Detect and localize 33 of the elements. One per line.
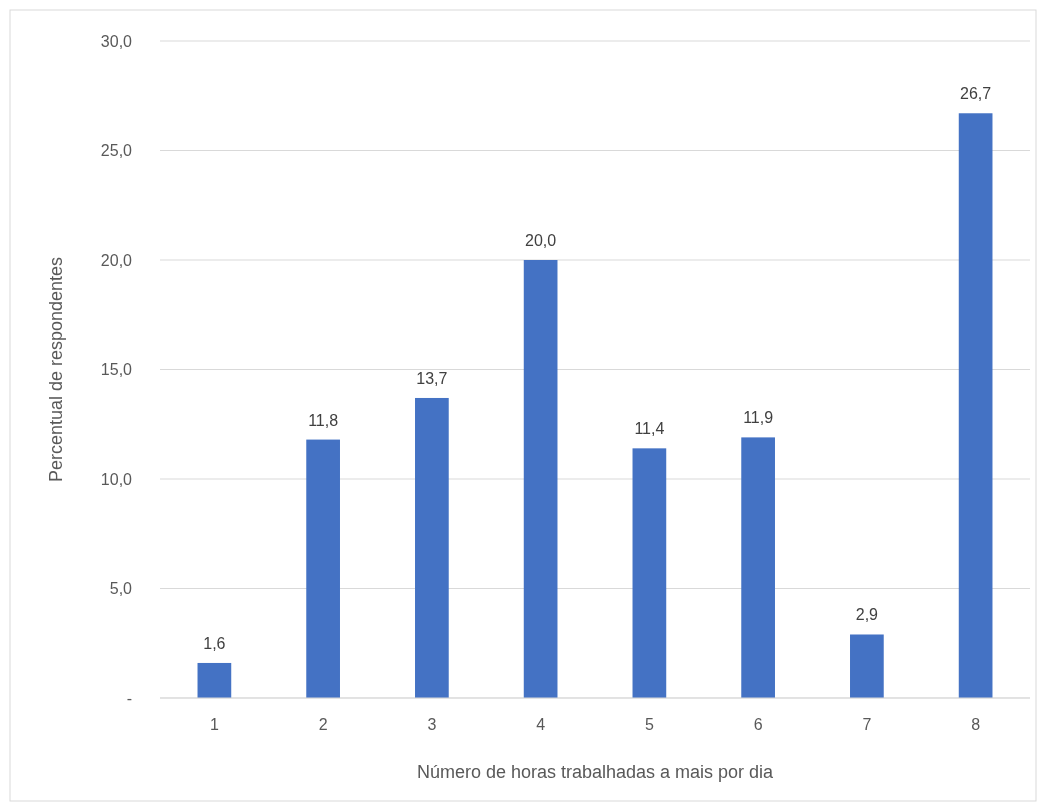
x-tick-label: 7 (862, 716, 872, 733)
data-label: 26,7 (960, 85, 992, 103)
y-tick-label: 10,0 (100, 470, 133, 488)
y-tick-label: - (126, 689, 132, 707)
y-tick-label: 15,0 (100, 361, 133, 379)
bar (958, 113, 993, 698)
y-tick-label: 30,0 (100, 32, 133, 50)
x-tick-label: 1 (209, 716, 219, 733)
x-tick-label: 8 (971, 716, 981, 733)
x-axis-title: Número de horas trabalhadas a mais por dia (416, 762, 775, 782)
x-tick-label: 2 (318, 716, 328, 733)
bar (741, 437, 775, 698)
data-label: 1,6 (203, 634, 226, 652)
x-tick-label: 5 (644, 716, 654, 733)
y-tick-label: 20,0 (100, 251, 133, 269)
y-tick-label: 25,0 (100, 142, 133, 160)
data-label: 2,9 (855, 606, 879, 624)
x-tick-label: 6 (753, 716, 763, 733)
bar (197, 662, 232, 698)
data-label: 11,9 (743, 409, 774, 427)
y-axis-title: Percentual de respondentes (46, 256, 66, 483)
x-tick-label: 3 (427, 716, 437, 733)
data-label: 20,0 (525, 232, 557, 249)
bar (415, 397, 449, 698)
data-label: 11,4 (634, 420, 665, 438)
bar (632, 448, 667, 698)
x-tick-label: 4 (536, 716, 546, 733)
data-label: 13,7 (416, 369, 448, 387)
data-label: 11,8 (308, 411, 339, 429)
bar (306, 439, 340, 698)
bar (850, 634, 884, 698)
bar (523, 260, 558, 698)
y-tick-label: 5,0 (109, 580, 133, 598)
